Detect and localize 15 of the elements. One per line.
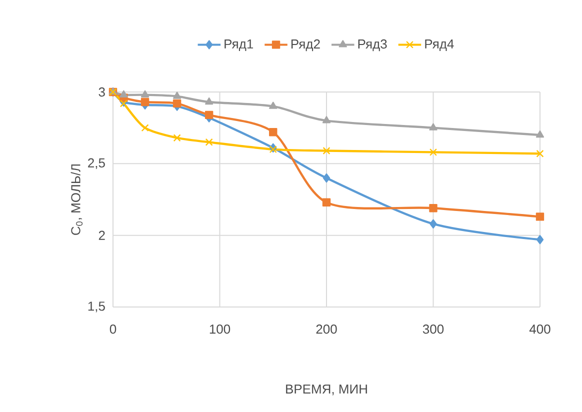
- y-tick-label: 3: [98, 87, 105, 97]
- x-tick-label: 200: [316, 324, 337, 334]
- x-axis-title: ВРЕМЯ, МИН: [286, 384, 367, 396]
- x-tick-label: 100: [210, 324, 230, 334]
- legend-label: Ряд2: [291, 39, 320, 52]
- y-tick-label: 1,5: [88, 302, 105, 312]
- x-tick-label: 300: [422, 324, 444, 334]
- legend-label: Ряд3: [358, 39, 387, 52]
- y-tick-label: 2: [98, 230, 105, 240]
- y-tick-label: 2,5: [88, 158, 105, 170]
- legend-label: Ряд1: [224, 39, 254, 52]
- x-tick-label: 0: [110, 324, 116, 334]
- legend-label: Ряд4: [425, 39, 454, 52]
- x-tick-label: 400: [529, 324, 550, 334]
- y-axis-title: C$_{0}$, МОЛЬ/Л: [70, 164, 83, 235]
